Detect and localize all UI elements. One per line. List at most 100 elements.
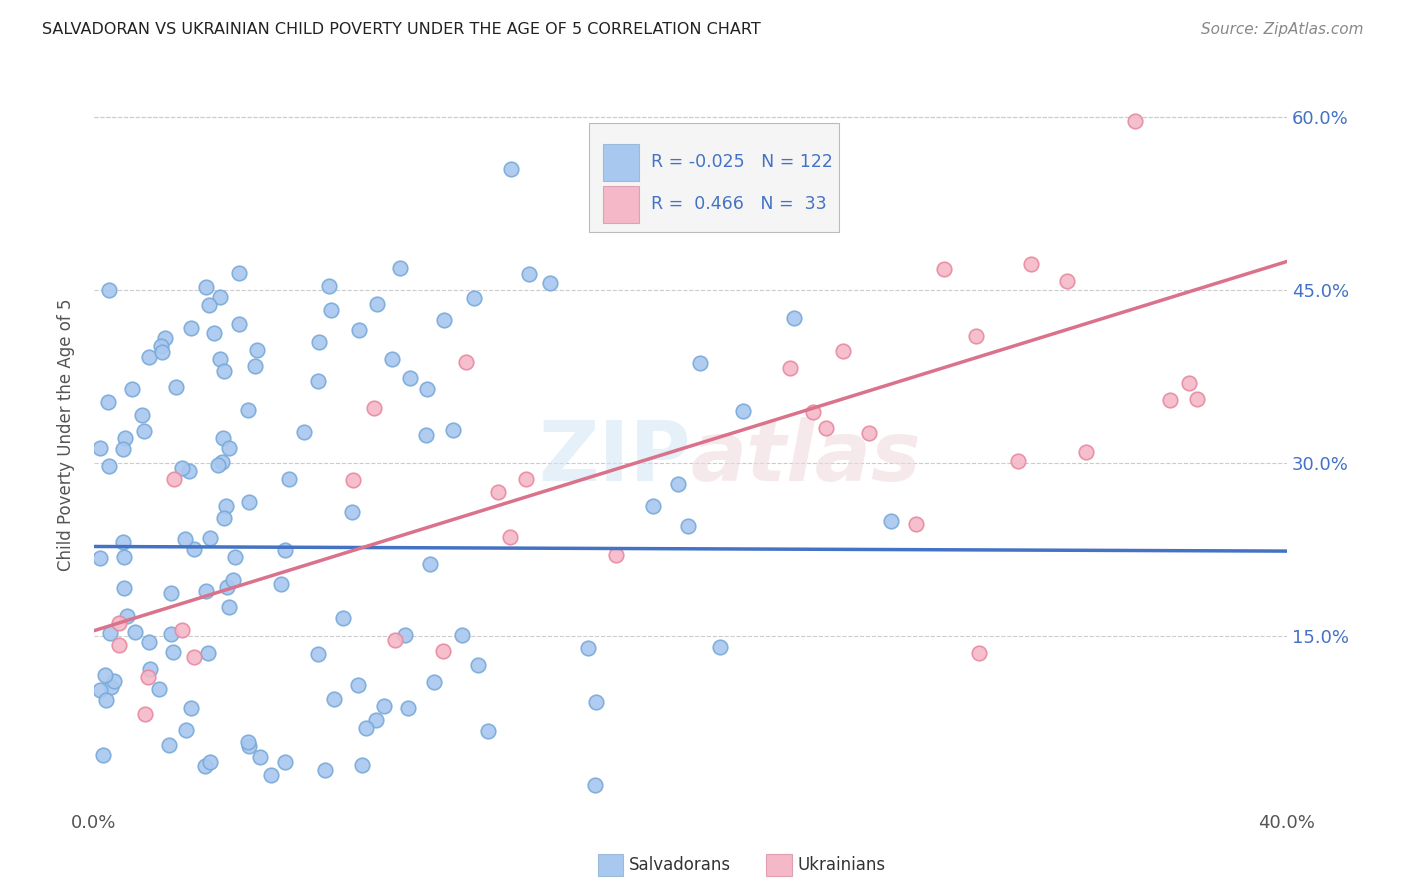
Point: [394, 627, 416, 641]
Point: [967, 646, 990, 660]
Text: SALVADORAN VS UKRAINIAN CHILD POVERTY UNDER THE AGE OF 5 CORRELATION CHART: SALVADORAN VS UKRAINIAN CHILD POVERTY UN…: [42, 22, 761, 37]
Text: Salvadorans: Salvadorans: [628, 856, 731, 874]
Point: [709, 640, 731, 654]
Point: [170, 461, 193, 475]
Point: [174, 723, 197, 737]
Point: [346, 678, 368, 692]
Point: [340, 505, 363, 519]
Text: atlas: atlas: [690, 417, 921, 498]
Point: [1159, 392, 1181, 407]
Point: [91, 747, 114, 762]
Point: [211, 455, 233, 469]
Point: [207, 458, 229, 472]
Point: [212, 511, 235, 525]
Point: [308, 334, 330, 349]
Point: [260, 767, 283, 781]
Text: R =  0.466   N =  33: R = 0.466 N = 33: [651, 195, 827, 213]
Point: [322, 691, 344, 706]
Point: [94, 692, 117, 706]
Point: [138, 635, 160, 649]
Point: [676, 518, 699, 533]
Point: [578, 641, 600, 656]
Point: [538, 276, 561, 290]
Point: [183, 541, 205, 556]
Point: [245, 359, 267, 373]
Point: [134, 706, 156, 721]
Point: [150, 338, 173, 352]
Text: Source: ZipAtlas.com: Source: ZipAtlas.com: [1201, 22, 1364, 37]
Point: [132, 424, 155, 438]
Text: R = -0.025   N = 122: R = -0.025 N = 122: [651, 153, 832, 171]
Point: [347, 322, 370, 336]
Point: [463, 291, 485, 305]
Point: [498, 530, 520, 544]
Point: [238, 735, 260, 749]
Point: [177, 464, 200, 478]
Point: [139, 663, 162, 677]
Point: [214, 500, 236, 514]
Point: [228, 317, 250, 331]
Point: [108, 638, 131, 652]
FancyBboxPatch shape: [589, 123, 839, 232]
Point: [222, 574, 245, 588]
Point: [89, 682, 111, 697]
Point: [97, 458, 120, 473]
Point: [585, 695, 607, 709]
Point: [224, 550, 246, 565]
Point: [733, 404, 755, 418]
Point: [131, 408, 153, 422]
Point: [1056, 274, 1078, 288]
Point: [218, 442, 240, 456]
Point: [399, 371, 422, 385]
Point: [249, 749, 271, 764]
Point: [212, 364, 235, 378]
Point: [932, 261, 955, 276]
Text: Ukrainians: Ukrainians: [797, 856, 886, 874]
Point: [97, 395, 120, 409]
Point: [454, 354, 477, 368]
Point: [89, 442, 111, 456]
Point: [782, 311, 804, 326]
Point: [157, 738, 180, 752]
Point: [270, 577, 292, 591]
Point: [238, 494, 260, 508]
Point: [858, 425, 880, 440]
Point: [198, 756, 221, 770]
Point: [815, 421, 838, 435]
Point: [307, 374, 329, 388]
Point: [173, 533, 195, 547]
Point: [342, 474, 364, 488]
Point: [160, 626, 183, 640]
Point: [433, 313, 456, 327]
Point: [292, 425, 315, 439]
Point: [689, 355, 711, 369]
Point: [1123, 114, 1146, 128]
Point: [364, 714, 387, 728]
Point: [278, 472, 301, 486]
Point: [832, 344, 855, 359]
Point: [384, 632, 406, 647]
Point: [211, 431, 233, 445]
Point: [194, 583, 217, 598]
Point: [779, 361, 801, 376]
Point: [1019, 257, 1042, 271]
Point: [396, 700, 419, 714]
Point: [111, 442, 134, 457]
Point: [165, 380, 187, 394]
Point: [208, 291, 231, 305]
Point: [363, 401, 385, 415]
Point: [148, 681, 170, 696]
Point: [467, 658, 489, 673]
Point: [153, 331, 176, 345]
Point: [238, 402, 260, 417]
Point: [352, 758, 374, 772]
Point: [98, 626, 121, 640]
Point: [666, 476, 689, 491]
Point: [605, 548, 627, 562]
Point: [517, 267, 540, 281]
Point: [97, 284, 120, 298]
Y-axis label: Child Poverty Under the Age of 5: Child Poverty Under the Age of 5: [58, 298, 75, 571]
Point: [419, 558, 441, 572]
Point: [905, 516, 928, 531]
Point: [162, 645, 184, 659]
